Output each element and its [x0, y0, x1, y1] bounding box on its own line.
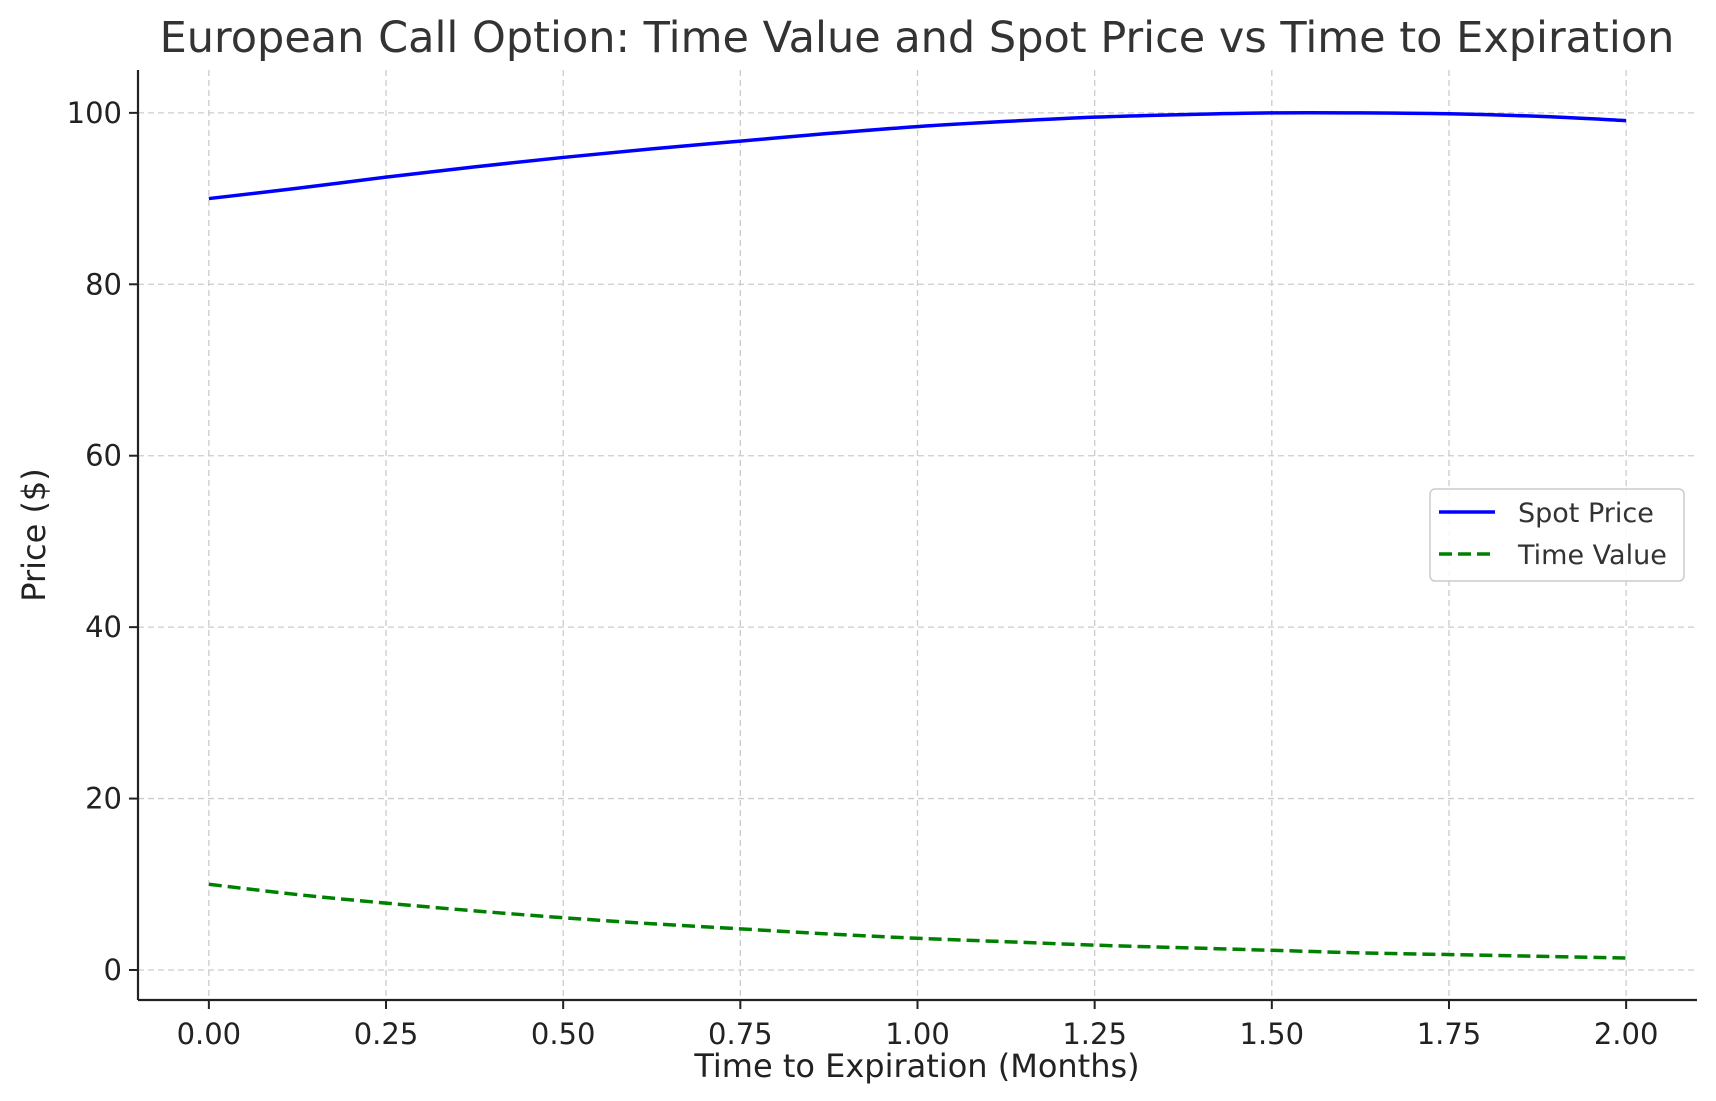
series-line-spot-price — [208, 110, 1627, 201]
x-tick-label: 0.25 — [354, 1017, 419, 1051]
x-tick-label: 1.50 — [1240, 1017, 1305, 1051]
x-tick-label: 1.25 — [1062, 1017, 1127, 1051]
y-tick-label: 40 — [85, 610, 122, 644]
x-tick-label: 0.00 — [177, 1017, 242, 1051]
y-tick-label: 20 — [85, 782, 122, 816]
x-tick-label: 1.00 — [885, 1017, 950, 1051]
chart-title: European Call Option: Time Value and Spo… — [160, 13, 1675, 63]
y-tick-label: 0 — [104, 953, 122, 987]
legend-label-spot-price: Spot Price — [1518, 498, 1654, 529]
ticks: 0.00 0.25 0.50 0.75 1.00 1.25 1.50 1.75 2.00 0 20 4… — [67, 96, 1659, 1051]
x-tick-label: 1.75 — [1417, 1017, 1482, 1051]
y-axis-label: Price ($) — [15, 468, 53, 602]
x-axis-label: Time to Expiration (Months) — [693, 1047, 1139, 1085]
series-layer — [208, 110, 1627, 960]
legend-label-time-value: Time Value — [1517, 540, 1667, 571]
x-tick-label: 0.50 — [531, 1017, 596, 1051]
series-line-time-value — [208, 882, 1627, 960]
legend: Spot Price Time Value — [1429, 488, 1685, 582]
y-tick-label: 100 — [67, 96, 122, 130]
x-tick-label: 2.00 — [1594, 1017, 1659, 1051]
x-tick-label: 0.75 — [708, 1017, 773, 1051]
y-tick-label: 60 — [85, 439, 122, 473]
y-tick-label: 80 — [85, 267, 122, 301]
